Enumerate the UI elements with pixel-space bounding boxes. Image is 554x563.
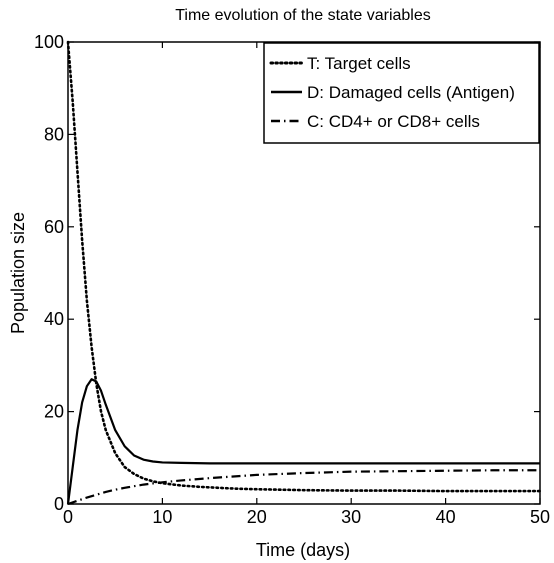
legend: T: Target cells D: Damaged cells (Antigen… bbox=[263, 42, 540, 144]
y-axis-label: Population size bbox=[8, 212, 28, 334]
series-lines bbox=[66, 40, 542, 506]
y-tick-label: 80 bbox=[44, 124, 64, 144]
legend-label-0: T: Target cells bbox=[307, 54, 411, 73]
x-tick-label: 40 bbox=[436, 507, 456, 527]
y-tick-label: 20 bbox=[44, 402, 64, 422]
x-tick-label: 30 bbox=[341, 507, 361, 527]
x-tick-label: 0 bbox=[63, 507, 73, 527]
legend-label-2: C: CD4+ or CD8+ cells bbox=[307, 112, 480, 131]
chart-title: Time evolution of the state variables bbox=[175, 7, 431, 24]
legend-label-1: D: Damaged cells (Antigen) bbox=[307, 83, 515, 102]
series-line-2 bbox=[67, 469, 540, 506]
legend-box bbox=[263, 42, 540, 144]
x-axis-label: Time (days) bbox=[256, 540, 350, 560]
x-tick-label: 20 bbox=[247, 507, 267, 527]
y-tick-label: 100 bbox=[34, 32, 64, 52]
x-tick-label: 10 bbox=[152, 507, 172, 527]
y-tick-label: 0 bbox=[54, 494, 64, 514]
plot-frame bbox=[67, 41, 541, 505]
series-line-0 bbox=[66, 40, 542, 493]
y-tick-label: 40 bbox=[44, 309, 64, 329]
axis-ticks: 0 10 20 30 40 50 0 20 40 60 80 100 bbox=[34, 32, 550, 527]
series-line-1 bbox=[66, 378, 540, 505]
x-tick-label: 50 bbox=[530, 507, 550, 527]
y-tick-label: 60 bbox=[44, 217, 64, 237]
